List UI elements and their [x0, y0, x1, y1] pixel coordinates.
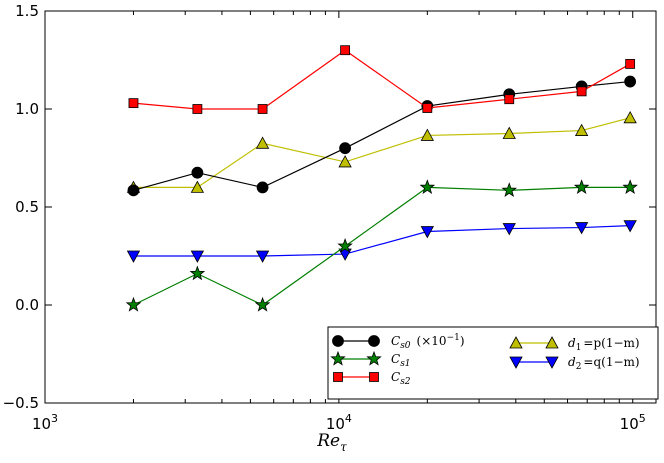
legend-cs1-sub: s1	[400, 359, 410, 369]
x-tick-label: 104	[326, 412, 352, 433]
data-point	[189, 265, 206, 281]
legend-marker	[330, 350, 346, 366]
legend-marker	[545, 356, 559, 369]
data-point	[257, 104, 268, 114]
legend-label-cs2: Cs2	[391, 370, 411, 387]
series-group	[126, 110, 637, 193]
legend-marker	[509, 356, 523, 369]
y-tick-label: −0.5	[3, 394, 39, 412]
data-point	[574, 222, 589, 235]
legend-marker	[366, 350, 382, 366]
series-line	[133, 49, 631, 110]
x-axis-label-sub: τ	[340, 440, 347, 454]
series-line	[133, 186, 631, 306]
series-group	[128, 45, 636, 114]
legend-cs0-factor: (×10	[417, 334, 447, 348]
legend-markers	[330, 335, 559, 382]
legend-cs2-main: C	[391, 370, 400, 384]
y-tick-label: 0.0	[15, 296, 39, 314]
series-line	[133, 225, 631, 257]
x-tick-label: 103	[32, 412, 58, 433]
legend-marker	[333, 372, 343, 382]
data-point	[190, 180, 205, 193]
legend-d2-sub: 2	[576, 362, 582, 372]
data-point	[256, 181, 269, 194]
legend-cs0-main: C	[391, 334, 400, 348]
data-point	[573, 179, 590, 195]
data-point	[623, 220, 637, 233]
legend-marker	[509, 336, 523, 349]
data-point	[125, 296, 142, 312]
legend-marker	[332, 335, 344, 347]
data-point	[502, 126, 516, 139]
data-point	[337, 238, 353, 253]
series-group	[126, 220, 637, 263]
data-point	[576, 86, 587, 97]
legend-cs0-sub: s0	[400, 341, 411, 351]
legend-cs0-close: )	[460, 334, 465, 348]
data-point	[420, 226, 435, 239]
data-point	[191, 166, 204, 179]
y-axis-ticks: −0.5 0.0 0.5 1.0 1.5	[3, 2, 656, 412]
data-point	[128, 98, 139, 109]
data-point	[501, 182, 518, 197]
legend: Cs0 (×10−1) Cs1 Cs2 d1 =p(1−m) d2 =q(1−m)	[327, 326, 659, 400]
data-point	[338, 155, 352, 168]
legend-cs0-exp: −1	[447, 333, 460, 343]
legend-label-cs1: Cs1	[391, 352, 411, 369]
data-point	[126, 250, 141, 263]
legend-label-cs0: Cs0 (×10−1)	[391, 333, 465, 351]
data-point	[422, 103, 433, 113]
legend-d1-main: d	[568, 336, 576, 350]
x-tick-label: 105	[620, 412, 646, 433]
data-point	[339, 142, 351, 155]
data-point	[255, 136, 270, 149]
legend-d1-rest: =p(1−m)	[583, 336, 639, 350]
y-tick-label: 1.0	[15, 100, 39, 118]
data-point	[419, 179, 436, 195]
legend-d2-main: d	[568, 355, 576, 369]
legend-box	[327, 326, 659, 400]
data-point	[192, 104, 203, 114]
legend-cs2-sub: s2	[400, 377, 411, 387]
data-point	[190, 250, 205, 263]
series-group	[125, 179, 638, 312]
data-point	[254, 296, 271, 312]
data-point	[502, 223, 516, 236]
legend-cs1-main: C	[391, 352, 400, 366]
data-point	[255, 250, 270, 263]
y-tick-label: 0.5	[15, 198, 39, 216]
data-point	[340, 45, 350, 56]
x-axis-label-main: Re	[316, 431, 340, 451]
data-point	[504, 94, 515, 105]
data-point	[625, 59, 636, 69]
legend-label-d2: d2 =q(1−m)	[568, 355, 640, 372]
series-layer	[125, 45, 638, 312]
x-axis-ticks: 103 104 105	[32, 11, 646, 433]
series-line	[133, 117, 631, 188]
series-line	[133, 80, 631, 191]
data-point	[420, 128, 435, 141]
legend-marker	[368, 335, 380, 347]
y-tick-label: 1.5	[15, 2, 39, 20]
legend-d1-sub: 1	[576, 343, 582, 353]
legend-label-d1: d1 =p(1−m)	[568, 336, 640, 353]
x-axis-label: Reτ	[316, 431, 347, 454]
legend-marker	[369, 372, 379, 382]
legend-d2-rest: =q(1−m)	[583, 355, 639, 369]
data-point	[624, 75, 637, 88]
data-point	[622, 179, 638, 195]
legend-marker	[545, 336, 559, 349]
data-point	[623, 110, 637, 124]
data-point	[574, 123, 589, 136]
data-point	[127, 184, 140, 197]
